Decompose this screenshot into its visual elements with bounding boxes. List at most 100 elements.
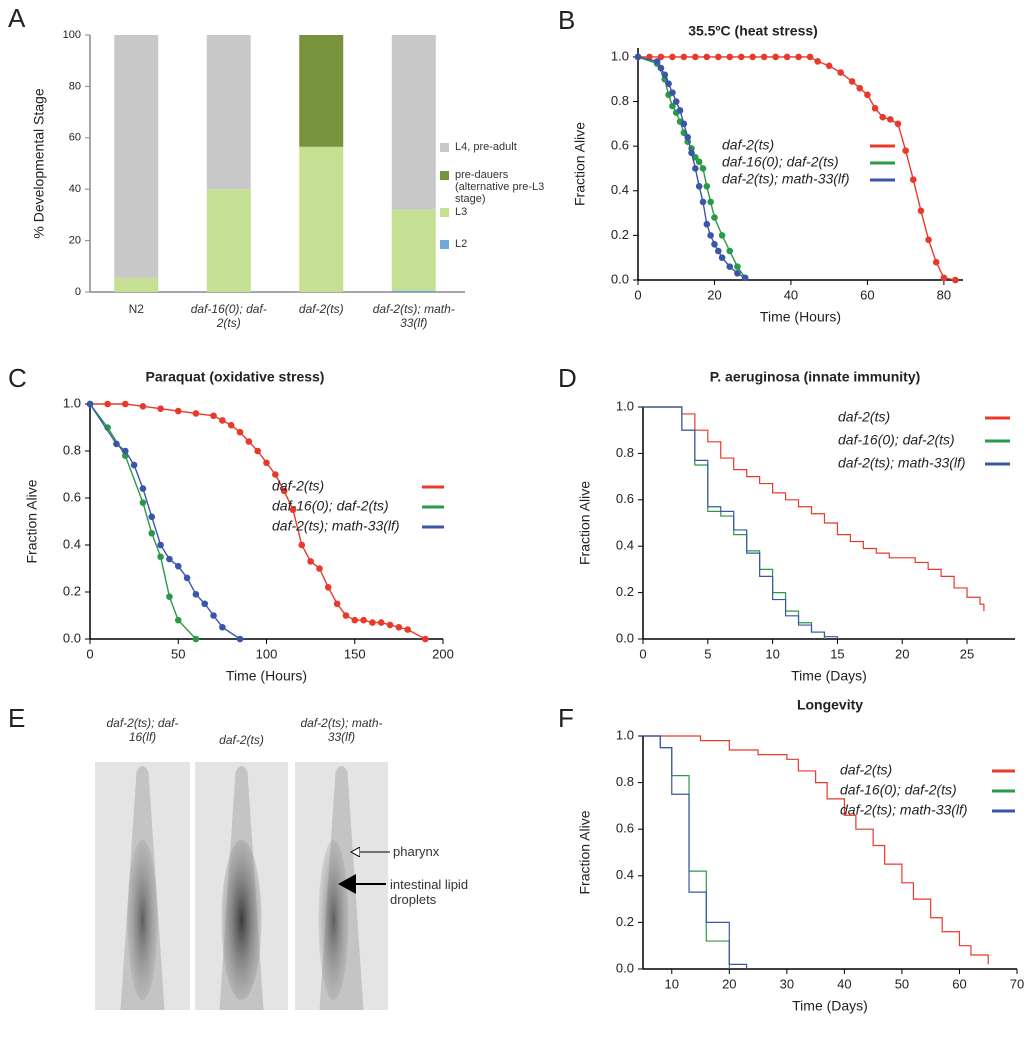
x-tick-label: daf-2(ts); math-33(lf)	[372, 302, 455, 330]
legend-label: daf-2(ts); math-33(lf)	[838, 455, 966, 471]
data-point	[219, 417, 226, 424]
x-tick-label: N2	[128, 302, 144, 316]
data-point	[351, 616, 359, 624]
x-tick-label: daf-16(0); daf-2(ts)	[190, 302, 267, 330]
data-point	[707, 232, 714, 239]
x-tick-label: daf-2(ts)	[298, 302, 344, 316]
data-point	[726, 53, 734, 61]
y-tick-label: 0.6	[63, 489, 81, 504]
data-point	[734, 270, 741, 277]
data-point	[657, 53, 665, 61]
data-point	[166, 555, 173, 563]
y-tick-label: 0.2	[616, 584, 634, 599]
data-point	[718, 254, 726, 261]
data-point	[669, 102, 676, 110]
y-tick-label: 0.2	[611, 227, 629, 242]
data-point	[726, 247, 734, 255]
legend-label: daf-2(ts); math-33(lf)	[840, 802, 968, 818]
data-point	[404, 626, 412, 633]
y-tick-label: 0.4	[616, 538, 634, 553]
data-point	[657, 64, 665, 72]
data-point	[148, 513, 156, 521]
y-tick-label: 0.0	[611, 271, 629, 286]
data-point	[157, 553, 164, 561]
data-point	[263, 459, 270, 467]
data-point	[395, 623, 403, 631]
data-point	[856, 84, 864, 92]
chart-title: 35.5ºC (heat stress)	[688, 23, 818, 39]
data-point	[669, 53, 676, 61]
image-caption: daf-2(ts)	[219, 733, 264, 747]
x-tick-label: 0	[639, 646, 646, 661]
y-tick-label: 1.0	[611, 48, 629, 63]
data-point	[139, 485, 147, 492]
y-tick-label: 0.6	[611, 138, 629, 153]
legend-label: daf-2(ts); math-33(lf)	[722, 171, 850, 187]
legend-label: L2	[455, 238, 468, 250]
data-point	[272, 471, 279, 478]
data-point	[661, 71, 669, 79]
annotation: intestinal lipid droplets	[390, 877, 469, 907]
data-point	[183, 574, 191, 582]
y-tick-label: 0.8	[611, 93, 629, 108]
y-tick-label: 0.6	[616, 821, 634, 836]
data-point	[887, 116, 894, 123]
y-tick-label: 1.0	[63, 395, 81, 410]
series-line	[89, 403, 197, 640]
x-tick-label: 20	[707, 287, 721, 302]
data-point	[909, 176, 917, 183]
data-point	[814, 58, 822, 65]
series-line	[89, 403, 241, 640]
bar-segment	[391, 209, 436, 291]
bar-segment	[114, 35, 159, 278]
data-point	[360, 616, 367, 624]
data-point	[139, 403, 147, 410]
data-point	[718, 232, 726, 239]
data-point	[386, 621, 394, 629]
y-tick-label: 0.0	[616, 630, 634, 645]
data-point	[848, 78, 856, 85]
legend-swatch	[440, 240, 449, 249]
panel-label: D	[558, 363, 577, 393]
legend-label: L3	[455, 206, 468, 218]
data-point	[174, 562, 182, 570]
data-point	[703, 220, 711, 228]
data-point	[201, 600, 209, 608]
y-tick-label: 0.0	[616, 960, 634, 975]
y-tick-label: 1.0	[616, 398, 634, 413]
y-tick-label: 0.4	[63, 536, 81, 551]
data-point	[795, 53, 802, 61]
x-axis-label: Time (Days)	[792, 998, 868, 1014]
x-tick-label: 0	[86, 646, 93, 661]
y-tick-label: 0.8	[616, 445, 634, 460]
data-point	[192, 635, 200, 643]
data-point	[254, 447, 261, 455]
data-point	[672, 98, 680, 105]
data-point	[917, 207, 925, 215]
legend-label: daf-2(ts)	[272, 478, 324, 494]
series-line	[643, 406, 839, 639]
legend-label: daf-2(ts)	[840, 762, 892, 778]
data-point	[711, 241, 718, 248]
data-point	[104, 400, 111, 408]
x-tick-label: 40	[784, 287, 798, 302]
data-point	[711, 214, 718, 221]
series-line	[643, 406, 985, 612]
data-point	[316, 565, 323, 572]
data-point	[749, 53, 757, 61]
x-tick-label: 20	[895, 646, 909, 661]
data-point	[894, 120, 902, 128]
data-point	[699, 198, 707, 206]
panel-label: C	[8, 363, 27, 393]
x-tick-label: 50	[895, 976, 909, 991]
data-point	[741, 274, 749, 282]
data-point	[166, 593, 173, 600]
bar-segment	[299, 146, 344, 292]
legend-swatch	[440, 208, 449, 217]
x-tick-label: 30	[780, 976, 794, 991]
data-point	[139, 499, 147, 507]
data-point	[653, 58, 661, 65]
y-tick-label: 1.0	[616, 727, 634, 742]
chart-title: Paraquat (oxidative stress)	[146, 369, 325, 385]
